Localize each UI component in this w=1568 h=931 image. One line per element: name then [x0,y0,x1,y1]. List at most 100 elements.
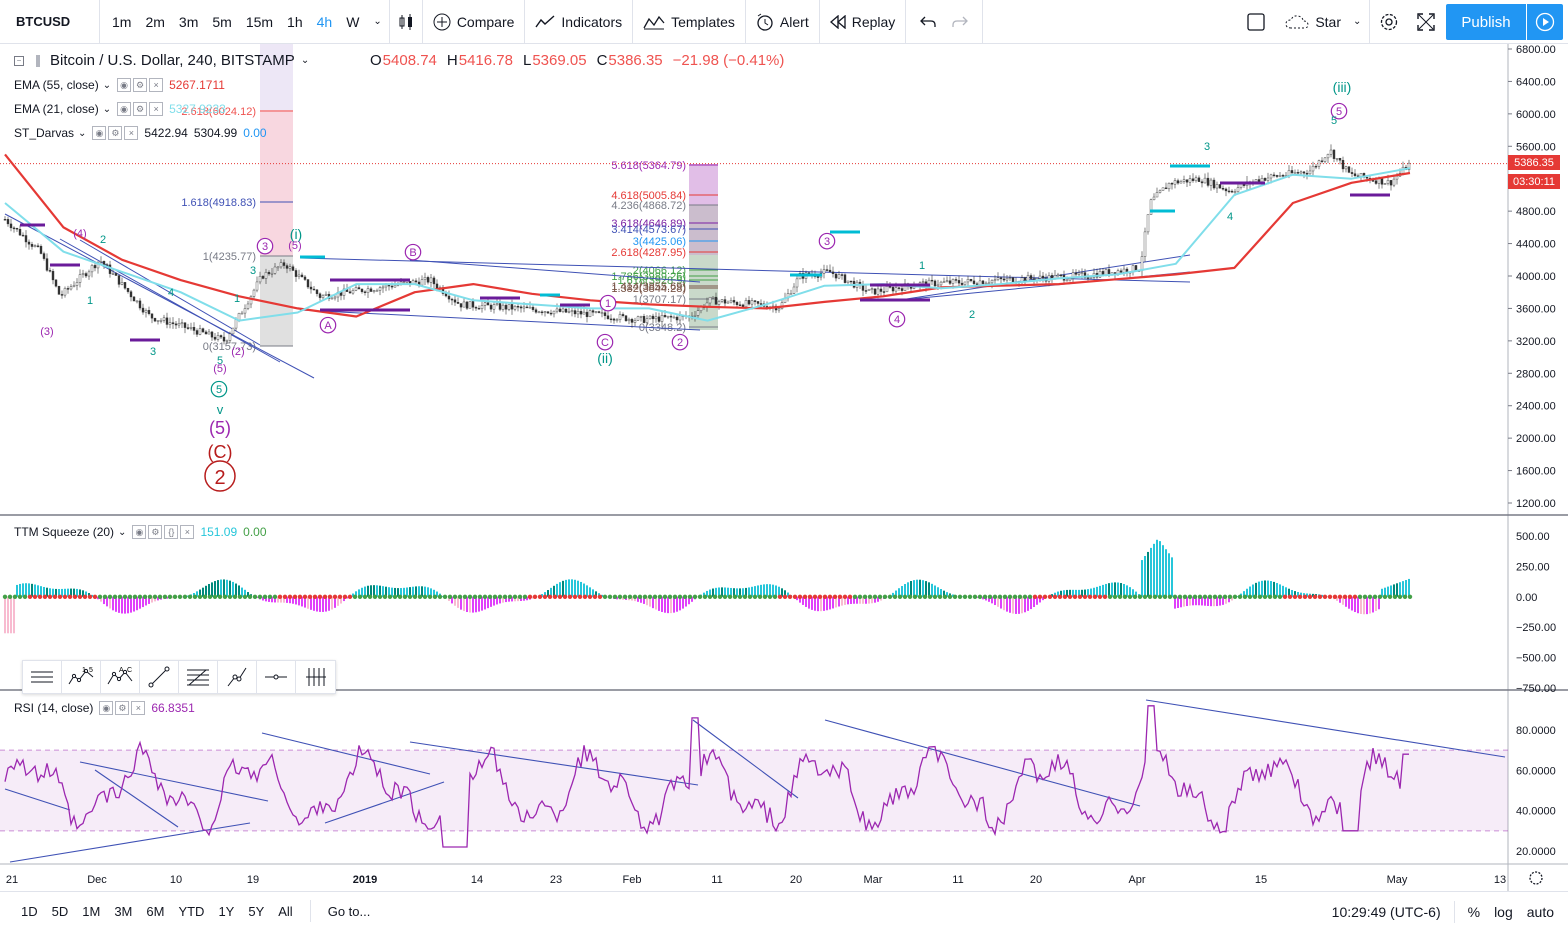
code-icon[interactable]: {} [164,525,178,539]
chevron-down-icon[interactable]: ⌄ [301,55,309,66]
interval-dropdown-chevron-icon[interactable]: ⌄ [366,0,388,44]
wave-label-big-5: (5) [209,418,231,438]
templates-button[interactable]: Templates [633,0,745,44]
close-icon[interactable]: × [149,102,163,116]
interval-3m[interactable]: 3m [172,0,205,44]
publish-play-button[interactable] [1527,4,1563,40]
gear-icon[interactable]: ⚙ [148,525,162,539]
ttm-histogram-bar [319,597,321,612]
interval-15m[interactable]: 15m [239,0,280,44]
undo-button[interactable] [906,0,944,44]
collapse-icon[interactable]: − [14,56,24,66]
chevron-down-icon[interactable]: ⌄ [78,128,86,139]
candle [871,287,873,293]
range-1m[interactable]: 1M [75,904,107,919]
ttm-histogram-bar [1258,582,1260,597]
indicator-controls[interactable]: ◉⚙× [99,701,145,715]
compare-button[interactable]: Compare [423,0,525,44]
close-icon[interactable]: × [131,701,145,715]
gear-icon[interactable]: ⚙ [133,78,147,92]
goto-button[interactable]: Go to... [321,904,378,919]
chevron-down-icon[interactable]: ⌄ [118,527,126,538]
rsi-value: 66.8351 [151,701,194,715]
gear-icon[interactable]: ⚙ [133,102,147,116]
lines-tool-button[interactable] [23,660,62,694]
symbol-search[interactable]: BTCUSD [0,0,100,44]
range-1d[interactable]: 1D [14,904,45,919]
chart-type-button[interactable] [390,0,422,44]
fullscreen-button[interactable] [1408,0,1444,44]
interval-4h[interactable]: 4h [310,0,340,44]
ttm-squeeze-dot [8,595,12,599]
percent-toggle[interactable]: % [1461,904,1487,920]
range-3m[interactable]: 3M [107,904,139,919]
ema21-label[interactable]: EMA (21, close) [14,102,99,116]
vlines-tool-button[interactable] [296,660,335,694]
wave-label-3: 3 [262,241,268,253]
ttm-squeeze-dot [1408,595,1412,599]
indicators-button[interactable]: Indicators [525,0,632,44]
gear-icon[interactable]: ⚙ [108,126,122,140]
fib-tool-button[interactable] [179,660,218,694]
publish-button[interactable]: Publish [1446,4,1526,40]
candle [367,286,369,298]
interval-2m[interactable]: 2m [138,0,171,44]
range-5y[interactable]: 5Y [241,904,271,919]
chevron-down-icon[interactable]: ⌄ [103,80,111,91]
eye-icon[interactable]: ◉ [117,78,131,92]
path-tool-button[interactable] [218,660,257,694]
indicator-controls[interactable]: ◉⚙× [117,102,163,116]
ttm-squeeze-dot [1093,595,1097,599]
close-icon[interactable]: × [180,525,194,539]
eye-icon[interactable]: ◉ [92,126,106,140]
eye-icon[interactable]: ◉ [117,102,131,116]
chevron-down-icon[interactable]: ⌄ [103,104,111,115]
range-ytd[interactable]: YTD [171,904,211,919]
wave-label-4: 4 [1227,211,1233,223]
ttm-histogram-bar [325,597,327,612]
range-1y[interactable]: 1Y [211,904,241,919]
ema55-label[interactable]: EMA (55, close) [14,78,99,92]
ttm-label[interactable]: TTM Squeeze (20) [14,525,114,539]
ttm-squeeze-dot [1298,595,1302,599]
candle [76,278,78,290]
interval-1m[interactable]: 1m [100,0,138,44]
chart-canvas[interactable]: 6800.006400.006000.005600.005200.004800.… [0,44,1568,891]
replay-button[interactable]: Replay [820,0,906,44]
candle-body [235,320,237,328]
range-all[interactable]: All [271,904,299,919]
close-icon[interactable]: × [149,78,163,92]
fullscreen-square-button[interactable] [983,0,1277,44]
interval-W[interactable]: W [339,0,366,44]
eye-icon[interactable]: ◉ [132,525,146,539]
ema21-value: 5327.9233 [169,102,226,116]
darvas-label[interactable]: ST_Darvas [14,126,74,140]
clock[interactable]: 10:29:49 (UTC-6) [1325,904,1448,920]
eye-icon[interactable]: ◉ [99,701,113,715]
indicator-controls[interactable]: ◉⚙× [92,126,138,140]
range-6m[interactable]: 6M [139,904,171,919]
close-icon[interactable]: × [124,126,138,140]
candle [13,226,15,232]
trendline-tool-button[interactable] [140,660,179,694]
interval-1h[interactable]: 1h [280,0,310,44]
star-button[interactable]: Star ⌄ [1277,0,1369,44]
ttm-squeeze-dot [128,595,132,599]
indicator-controls[interactable]: ◉⚙× [117,78,163,92]
ttm-squeeze-dot [338,595,342,599]
rsi-label[interactable]: RSI (14, close) [14,701,93,715]
redo-button[interactable] [944,0,982,44]
fib-level-label: 5.618(5364.79) [611,160,686,172]
hline-tool-button[interactable] [257,660,296,694]
gear-icon[interactable]: ⚙ [115,701,129,715]
darvas-value-2: 5304.99 [194,126,237,140]
range-5d[interactable]: 5D [45,904,76,919]
log-toggle[interactable]: log [1487,904,1520,920]
indicator-controls[interactable]: ◉⚙{}× [132,525,194,539]
alert-button[interactable]: Alert [746,0,819,44]
auto-toggle[interactable]: auto [1520,904,1568,920]
interval-5m[interactable]: 5m [205,0,238,44]
settings-button[interactable] [1370,0,1408,44]
